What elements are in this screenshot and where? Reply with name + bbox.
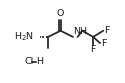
Text: F: F [101,39,106,48]
Text: O: O [57,9,64,18]
Text: H$_2$N: H$_2$N [14,31,34,43]
Text: NH: NH [73,27,87,36]
Text: H: H [36,57,43,66]
Text: F: F [104,26,109,35]
Text: Cl: Cl [25,57,34,66]
Text: F: F [90,45,96,54]
